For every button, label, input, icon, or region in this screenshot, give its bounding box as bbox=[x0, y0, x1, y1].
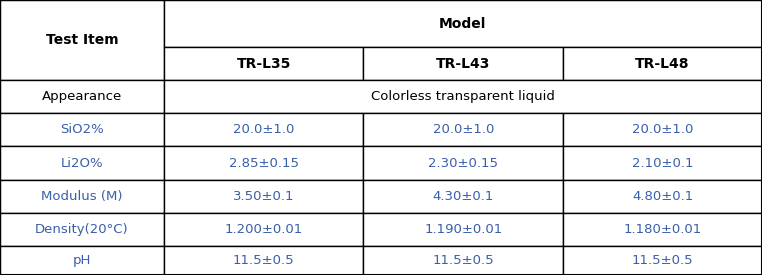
Text: 4.30±0.1: 4.30±0.1 bbox=[433, 190, 494, 203]
Bar bbox=[363, 113, 563, 147]
Text: 1.180±0.01: 1.180±0.01 bbox=[623, 223, 702, 236]
Bar bbox=[0, 113, 164, 147]
Text: 11.5±0.5: 11.5±0.5 bbox=[233, 254, 294, 267]
Text: 11.5±0.5: 11.5±0.5 bbox=[632, 254, 693, 267]
Bar bbox=[164, 180, 363, 213]
Text: Density(20°C): Density(20°C) bbox=[35, 223, 129, 236]
Bar bbox=[0, 180, 164, 213]
Bar bbox=[164, 147, 363, 180]
Bar bbox=[164, 47, 363, 80]
Bar bbox=[164, 246, 363, 275]
Bar bbox=[563, 246, 762, 275]
Bar bbox=[164, 80, 762, 113]
Bar bbox=[563, 113, 762, 147]
Bar bbox=[363, 213, 563, 246]
Text: SiO2%: SiO2% bbox=[60, 123, 104, 136]
Bar bbox=[563, 147, 762, 180]
Bar bbox=[164, 0, 762, 47]
Text: 3.50±0.1: 3.50±0.1 bbox=[233, 190, 294, 203]
Text: 20.0±1.0: 20.0±1.0 bbox=[233, 123, 294, 136]
Bar bbox=[0, 0, 164, 80]
Text: 20.0±1.0: 20.0±1.0 bbox=[632, 123, 693, 136]
Text: Test Item: Test Item bbox=[46, 33, 118, 47]
Text: 11.5±0.5: 11.5±0.5 bbox=[433, 254, 494, 267]
Bar bbox=[363, 180, 563, 213]
Bar bbox=[0, 80, 164, 113]
Bar bbox=[363, 147, 563, 180]
Bar bbox=[0, 246, 164, 275]
Text: Appearance: Appearance bbox=[42, 90, 122, 103]
Bar bbox=[563, 213, 762, 246]
Bar bbox=[563, 180, 762, 213]
Text: Model: Model bbox=[439, 16, 487, 31]
Text: 2.10±0.1: 2.10±0.1 bbox=[632, 156, 693, 169]
Bar bbox=[164, 213, 363, 246]
Text: TR-L48: TR-L48 bbox=[636, 57, 690, 71]
Text: 1.200±0.01: 1.200±0.01 bbox=[225, 223, 303, 236]
Bar bbox=[363, 47, 563, 80]
Text: Colorless transparent liquid: Colorless transparent liquid bbox=[371, 90, 555, 103]
Text: pH: pH bbox=[72, 254, 91, 267]
Bar bbox=[164, 113, 363, 147]
Text: Li2O%: Li2O% bbox=[61, 156, 103, 169]
Text: 2.30±0.15: 2.30±0.15 bbox=[428, 156, 498, 169]
Text: TR-L35: TR-L35 bbox=[236, 57, 291, 71]
Text: 20.0±1.0: 20.0±1.0 bbox=[433, 123, 494, 136]
Text: 2.85±0.15: 2.85±0.15 bbox=[229, 156, 299, 169]
Bar bbox=[0, 147, 164, 180]
Text: Modulus (M): Modulus (M) bbox=[41, 190, 123, 203]
Bar bbox=[563, 47, 762, 80]
Text: 1.190±0.01: 1.190±0.01 bbox=[424, 223, 502, 236]
Text: 4.80±0.1: 4.80±0.1 bbox=[632, 190, 693, 203]
Bar bbox=[0, 213, 164, 246]
Bar bbox=[363, 246, 563, 275]
Text: TR-L43: TR-L43 bbox=[436, 57, 491, 71]
